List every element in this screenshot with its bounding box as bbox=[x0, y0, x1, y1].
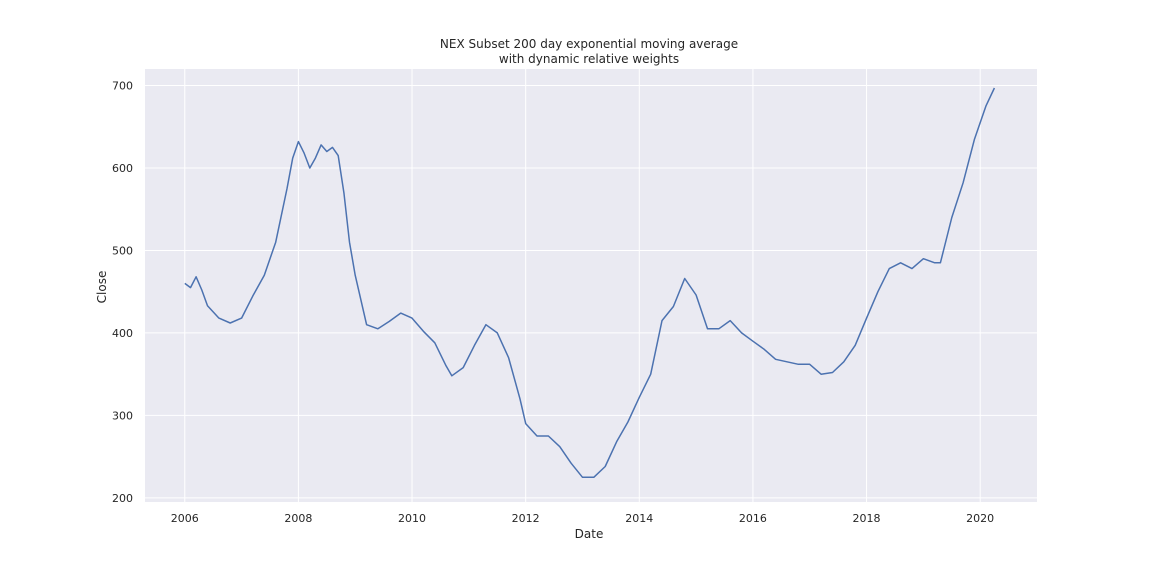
x-tick-label: 2014 bbox=[625, 512, 653, 525]
x-tick-label: 2020 bbox=[966, 512, 994, 525]
series-line bbox=[184, 87, 996, 479]
x-tick-label: 2016 bbox=[739, 512, 767, 525]
x-tick-labels: 2006 2008 2010 2012 2014 2016 2018 2020 bbox=[171, 512, 994, 525]
y-tick-label: 200 bbox=[112, 492, 133, 505]
x-tick-label: 2018 bbox=[853, 512, 881, 525]
y-tick-label: 300 bbox=[112, 409, 133, 422]
chart-title-line-2: with dynamic relative weights bbox=[499, 52, 679, 66]
plot-area-background bbox=[145, 69, 1037, 502]
x-tick-label: 2006 bbox=[171, 512, 199, 525]
grid-lines bbox=[145, 69, 1037, 502]
y-tick-label: 700 bbox=[112, 79, 133, 92]
x-tick-label: 2008 bbox=[284, 512, 312, 525]
chart-title-line-1: NEX Subset 200 day exponential moving av… bbox=[440, 37, 738, 51]
y-tick-label: 500 bbox=[112, 244, 133, 257]
y-axis-label: Close bbox=[95, 271, 109, 304]
y-tick-label: 400 bbox=[112, 327, 133, 340]
x-tick-label: 2012 bbox=[512, 512, 540, 525]
x-tick-label: 2010 bbox=[398, 512, 426, 525]
x-axis-label: Date bbox=[575, 527, 604, 541]
y-tick-label: 600 bbox=[112, 162, 133, 175]
y-tick-labels: 200 300 400 500 600 700 bbox=[112, 79, 133, 504]
